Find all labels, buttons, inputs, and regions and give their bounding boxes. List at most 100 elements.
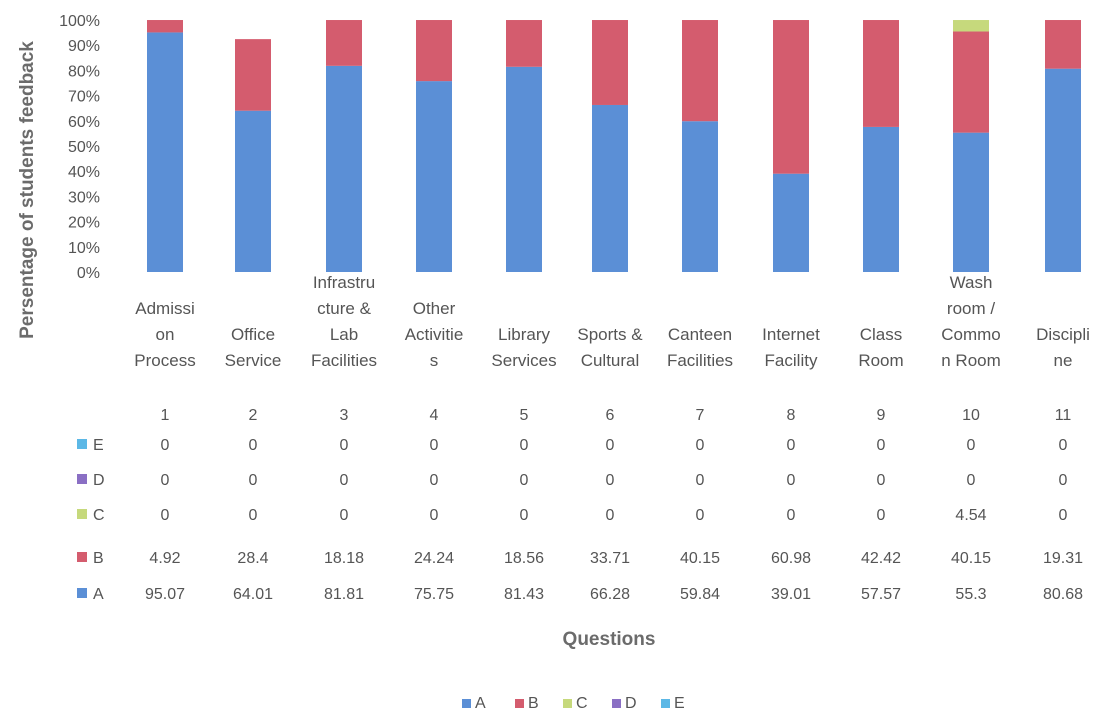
table-cell: 0 xyxy=(340,507,349,524)
table-cell: 57.57 xyxy=(861,586,901,603)
legend-key-c xyxy=(77,509,87,519)
category-label: Activitie xyxy=(405,325,464,344)
table-cell: 0 xyxy=(1059,437,1068,454)
question-number: 8 xyxy=(787,407,796,424)
legend-swatch-b xyxy=(515,699,524,708)
table-cell: 19.31 xyxy=(1043,550,1083,567)
category-label: n Room xyxy=(941,351,1001,370)
table-row-label: C xyxy=(93,507,105,524)
bar-segment-b xyxy=(147,20,183,33)
category-label: cture & xyxy=(317,299,372,318)
bar-segment-b xyxy=(682,20,718,122)
bar-segment-a xyxy=(682,121,718,272)
y-tick-label: 60% xyxy=(68,114,100,131)
table-row-label: E xyxy=(93,437,104,454)
bar-segment-b xyxy=(1045,20,1081,69)
table-cell: 0 xyxy=(967,437,976,454)
category-label: Office xyxy=(231,325,275,344)
y-tick-label: 70% xyxy=(68,89,100,106)
question-number: 11 xyxy=(1055,407,1072,424)
legend-swatch-d xyxy=(612,699,621,708)
category-label: Services xyxy=(491,351,556,370)
category-label: Infrastru xyxy=(313,273,375,292)
table-cell: 0 xyxy=(1059,472,1068,489)
y-tick-label: 30% xyxy=(68,189,100,206)
table-cell: 59.84 xyxy=(680,586,720,603)
category-label: Other xyxy=(413,299,456,318)
table-cell: 0 xyxy=(430,437,439,454)
legend-key-d xyxy=(77,474,87,484)
table-cell: 0 xyxy=(606,472,615,489)
legend-label: B xyxy=(528,695,539,712)
question-number: 1 xyxy=(161,407,170,424)
legend-key-a xyxy=(77,588,87,598)
table-cell: 55.3 xyxy=(955,586,986,603)
bar-segment-a xyxy=(773,173,809,272)
bar-segment-a xyxy=(506,66,542,272)
category-label: Facility xyxy=(765,351,818,370)
category-label: Class xyxy=(860,325,903,344)
category-label: s xyxy=(430,351,439,370)
table-cell: 39.01 xyxy=(771,586,811,603)
table-cell: 0 xyxy=(249,507,258,524)
table-cell: 60.98 xyxy=(771,550,811,567)
category-label: Wash xyxy=(950,273,993,292)
category-label: Facilities xyxy=(667,351,733,370)
table-cell: 40.15 xyxy=(951,550,991,567)
table-cell: 33.71 xyxy=(590,550,630,567)
table-cell: 0 xyxy=(967,472,976,489)
table-cell: 0 xyxy=(161,437,170,454)
bar-segment-b xyxy=(953,31,989,133)
table-cell: 0 xyxy=(696,507,705,524)
table-cell: 75.75 xyxy=(414,586,454,603)
category-label: Canteen xyxy=(668,325,732,344)
question-number: 4 xyxy=(430,407,439,424)
y-tick-label: 10% xyxy=(68,240,100,257)
bar-segment-b xyxy=(235,39,271,111)
bar-segment-b xyxy=(416,20,452,82)
bar-segment-a xyxy=(953,132,989,272)
category-label: on xyxy=(156,325,175,344)
y-tick-label: 90% xyxy=(68,38,100,55)
category-label: ne xyxy=(1054,351,1073,370)
bar-segment-a xyxy=(416,81,452,272)
legend-swatch-c xyxy=(563,699,572,708)
legend-key-e xyxy=(77,439,87,449)
bar-segment-a xyxy=(326,65,362,272)
category-label: Internet xyxy=(762,325,820,344)
y-tick-label: 50% xyxy=(68,139,100,156)
table-cell: 40.15 xyxy=(680,550,720,567)
bar-segment-b xyxy=(326,20,362,66)
table-cell: 66.28 xyxy=(590,586,630,603)
table-cell: 95.07 xyxy=(145,586,185,603)
table-cell: 0 xyxy=(606,437,615,454)
question-number: 9 xyxy=(877,407,886,424)
table-cell: 0 xyxy=(430,507,439,524)
table-cell: 4.92 xyxy=(149,550,180,567)
table-cell: 0 xyxy=(520,472,529,489)
table-cell: 0 xyxy=(877,507,886,524)
bar-segment-b xyxy=(592,20,628,105)
table-cell: 0 xyxy=(877,472,886,489)
table-cell: 0 xyxy=(606,507,615,524)
table-cell: 81.81 xyxy=(324,586,364,603)
bar-segment-b xyxy=(773,20,809,174)
legend-swatch-e xyxy=(661,699,670,708)
table-cell: 24.24 xyxy=(414,550,454,567)
category-label: room / xyxy=(947,299,995,318)
category-label: Admissi xyxy=(135,299,195,318)
table-cell: 0 xyxy=(249,472,258,489)
y-tick-label: 100% xyxy=(59,13,100,30)
category-label: Service xyxy=(225,351,282,370)
bar-segment-a xyxy=(147,32,183,272)
category-label: Sports & xyxy=(577,325,643,344)
table-row-label: A xyxy=(93,586,104,603)
legend-label: C xyxy=(576,695,588,712)
table-cell: 42.42 xyxy=(861,550,901,567)
table-cell: 0 xyxy=(1059,507,1068,524)
category-label: Process xyxy=(134,351,195,370)
table-cell: 4.54 xyxy=(955,507,986,524)
bar-segment-a xyxy=(235,110,271,273)
table-cell: 18.18 xyxy=(324,550,364,567)
